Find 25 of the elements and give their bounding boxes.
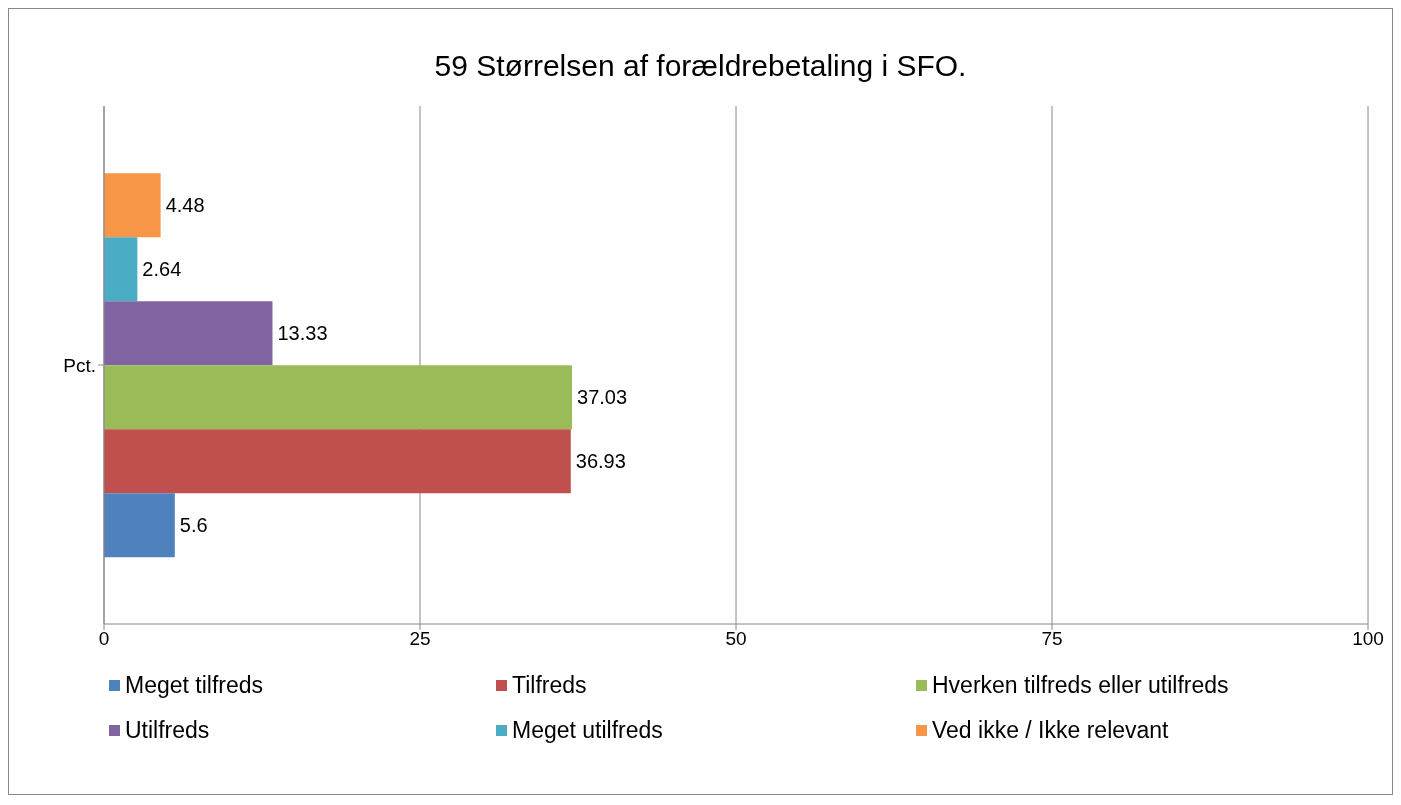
data-label: 13.33 xyxy=(277,322,328,345)
bar xyxy=(104,365,573,430)
x-tick-label: 0 xyxy=(98,628,110,650)
bar xyxy=(104,429,571,494)
data-label: 37.03 xyxy=(577,386,628,409)
legend-label: Utilfreds xyxy=(125,717,210,744)
x-tick-label: 50 xyxy=(725,628,747,650)
legend-label: Ved ikke / Ikke relevant xyxy=(932,717,1169,744)
legend-label: Meget utilfreds xyxy=(512,717,663,744)
y-tick-label: Pct. xyxy=(63,354,96,376)
data-label: 36.93 xyxy=(575,450,626,473)
data-label: 2.64 xyxy=(142,258,182,281)
bar xyxy=(104,173,161,238)
legend-label: Meget tilfreds xyxy=(125,672,264,699)
data-label: 5.6 xyxy=(179,514,208,537)
legend-label: Hverken tilfreds eller utilfreds xyxy=(932,672,1229,699)
data-label: 4.48 xyxy=(165,194,205,217)
bar xyxy=(104,301,273,366)
x-tick-label: 100 xyxy=(1352,628,1384,650)
x-tick-label: 25 xyxy=(409,628,431,650)
bar xyxy=(104,493,175,558)
bar xyxy=(104,237,138,302)
chart-title: 59 Størrelsen af forældrebetaling i SFO. xyxy=(433,49,968,84)
x-tick-label: 75 xyxy=(1041,628,1063,650)
legend-label: Tilfreds xyxy=(512,672,587,699)
